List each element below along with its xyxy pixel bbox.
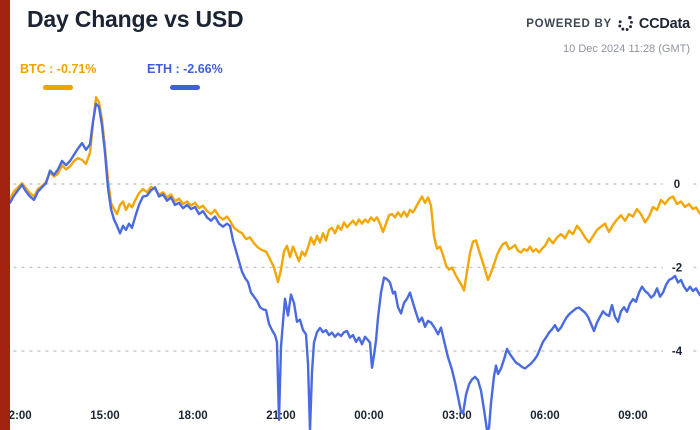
x-tick-label: 15:00 <box>90 410 119 422</box>
btc-legend-label: BTC : -0.71% <box>20 62 97 76</box>
y-tick-label: -4 <box>672 346 683 358</box>
powered-by-label: POWERED BY <box>526 17 612 30</box>
x-tick-label: 18:00 <box>178 410 207 422</box>
y-tick-label-bg <box>663 260 691 275</box>
x-tick-label: 03:00 <box>442 410 471 422</box>
eth-line <box>8 102 700 430</box>
btc-line <box>8 95 700 292</box>
x-tick-label: 06:00 <box>530 410 559 422</box>
eth-legend-label: ETH : -2.66% <box>147 62 223 76</box>
y-tick-label: 0 <box>674 179 680 191</box>
brand-name: CCData <box>638 15 690 32</box>
powered-by-block: POWERED BY CCData <box>526 15 690 32</box>
legend-item-btc[interactable]: BTC : -0.71% <box>20 62 96 90</box>
x-tick-label: 09:00 <box>618 410 647 422</box>
y-tick-label: -2 <box>672 263 682 275</box>
timestamp: 10 Dec 2024 11:28 (GMT) <box>563 43 690 55</box>
x-tick-label: 21:00 <box>266 410 295 422</box>
x-axis-labels: 12:00 15:00 18:00 21:00 00:00 03:00 06:00 09:00 <box>2 410 647 422</box>
left-accent-bar <box>0 0 10 430</box>
btc-swatch <box>43 85 74 90</box>
x-tick-label: 00:00 <box>354 410 383 422</box>
page-title: Day Change vs USD <box>27 6 244 32</box>
y-tick-label-bg <box>663 344 691 358</box>
y-tick-label-bg <box>663 177 691 191</box>
y-axis-labels: 0 -2 -4 <box>663 177 691 358</box>
legend-item-eth[interactable]: ETH : -2.66% <box>147 62 223 90</box>
gridlines <box>13 183 699 352</box>
eth-swatch <box>169 85 200 90</box>
ccdata-logo-icon <box>618 16 633 31</box>
